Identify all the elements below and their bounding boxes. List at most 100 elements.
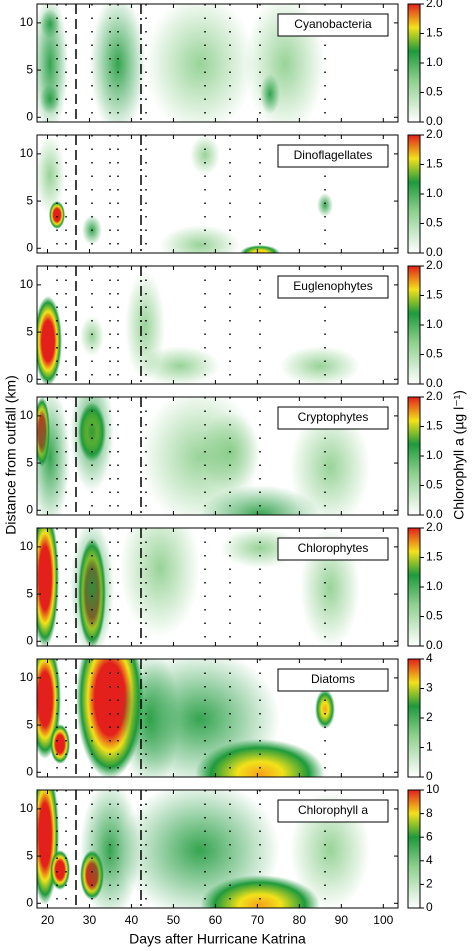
colorbar-tick-label: 6 <box>426 829 433 843</box>
panel-title-box <box>277 13 389 37</box>
contour-blob <box>50 724 70 764</box>
plot-frame <box>36 265 399 385</box>
colorbar <box>407 789 421 909</box>
colorbar-tick-label: 0.0 <box>426 245 443 259</box>
contour-area <box>37 266 398 384</box>
colorbar-tick-label: 0.5 <box>426 478 443 492</box>
colorbar-tick-label: 0.0 <box>426 638 443 652</box>
panel-title: Chlorophyll a <box>298 803 368 817</box>
colorbar-tick-label: 8 <box>426 806 433 820</box>
contour-blob <box>290 407 370 515</box>
contour-blob <box>120 659 180 777</box>
y-tick-label: 5 <box>26 193 33 207</box>
colorbar-tick-label: 0.0 <box>426 114 443 128</box>
y-tick-label: 5 <box>26 455 33 469</box>
colorbar-tick-label: 2.0 <box>426 0 443 10</box>
panel: 0 5 10 Cyanobacteria 0.0 0.5 1.0 1.5 2.0 <box>20 0 443 128</box>
x-tick-label: 80 <box>293 913 307 927</box>
colorbar-tick-label: 0.5 <box>426 85 443 99</box>
contour-blob <box>280 346 360 384</box>
x-tick-label: 30 <box>83 913 97 927</box>
contour-blob <box>145 4 255 122</box>
colorbar-tick-label: 2.0 <box>426 389 443 403</box>
colorbar-tick-label: 1.5 <box>426 26 443 40</box>
plot-frame <box>36 658 399 778</box>
contour-blob <box>37 296 62 384</box>
colorbar-tick-label: 4 <box>426 651 433 665</box>
contour-blob <box>140 346 220 384</box>
y-tick-label: 10 <box>20 801 34 815</box>
colorbar-tick-label: 1.5 <box>426 288 443 302</box>
colorbar-label: Chlorophyll a (µg l⁻¹) <box>451 390 467 520</box>
panel: 0 5 10 Euglenophytes 0.0 0.5 1.0 1.5 2.0 <box>20 258 443 390</box>
panel: 0 5 10 Dinoflagellates 0.0 0.5 1.0 1.5 2.0 <box>20 127 443 259</box>
y-tick-label: 0 <box>26 895 33 909</box>
contour-blob <box>200 875 320 908</box>
y-tick-label: 0 <box>26 502 33 516</box>
panel-title-box <box>277 275 389 299</box>
colorbar <box>407 527 421 647</box>
colorbar-tick-label: 0.5 <box>426 216 443 230</box>
colorbar-tick-label: 4 <box>426 853 433 867</box>
x-tick-label: 20 <box>41 913 55 927</box>
colorbar <box>407 396 421 516</box>
colorbar-tick-label: 0 <box>426 769 433 783</box>
colorbar <box>407 134 421 254</box>
y-tick-label: 10 <box>20 670 34 684</box>
plot-frame <box>36 134 399 254</box>
contour-blob <box>50 850 70 890</box>
colorbar-tick-label: 1.5 <box>426 157 443 171</box>
colorbar-tick-label: 1.0 <box>426 448 443 462</box>
contour-area <box>37 397 398 515</box>
contour-blob <box>70 528 114 646</box>
contour-blob <box>195 739 325 777</box>
colorbar-tick-label: 0.0 <box>426 376 443 390</box>
y-tick-label: 10 <box>20 146 34 160</box>
panel-title-box <box>277 144 389 168</box>
y-tick-label: 10 <box>20 15 34 29</box>
y-axis-label: Distance from outfall (km) <box>3 375 19 534</box>
y-tick-label: 5 <box>26 324 33 338</box>
y-tick-label: 0 <box>26 371 33 385</box>
contour-blob <box>37 528 59 646</box>
panel-title-box <box>277 537 389 561</box>
colorbar <box>407 265 421 385</box>
panel-title: Euglenophytes <box>293 279 372 293</box>
x-tick-label: 90 <box>335 913 349 927</box>
panel-title: Chlorophytes <box>298 541 369 555</box>
contour-blob <box>40 9 60 39</box>
colorbar-tick-label: 1.0 <box>426 579 443 593</box>
colorbar-tick-label: 2.0 <box>426 520 443 534</box>
y-tick-label: 5 <box>26 848 33 862</box>
colorbar-tick-label: 2 <box>426 877 433 891</box>
x-tick-label: 40 <box>125 913 139 927</box>
contour-blob <box>317 193 333 217</box>
y-tick-label: 10 <box>20 408 34 422</box>
contour-blob <box>90 4 146 122</box>
contour-blob <box>260 74 280 114</box>
y-tick-label: 5 <box>26 586 33 600</box>
y-tick-label: 10 <box>20 539 34 553</box>
contour-blob <box>190 135 220 175</box>
x-tick-label: 50 <box>167 913 181 927</box>
plot-frame <box>36 396 399 516</box>
contour-blob <box>80 316 104 356</box>
x-tick-label: 100 <box>373 913 393 927</box>
colorbar-tick-label: 1.5 <box>426 419 443 433</box>
y-tick-label: 0 <box>26 109 33 123</box>
y-tick-label: 0 <box>26 764 33 778</box>
colorbar-tick-label: 1.5 <box>426 550 443 564</box>
colorbar-tick-label: 2 <box>426 710 433 724</box>
colorbar-tick-label: 0.5 <box>426 609 443 623</box>
plot-frame <box>36 789 399 909</box>
colorbar <box>407 658 421 778</box>
colorbar-tick-label: 1.0 <box>426 186 443 200</box>
y-tick-label: 0 <box>26 633 33 647</box>
panel: 0 5 10 Chlorophyll a 0 2 4 6 8 10 <box>20 782 440 914</box>
colorbar-tick-label: 2.0 <box>426 127 443 141</box>
panel-title-box <box>277 799 389 823</box>
contour-blob <box>240 245 280 253</box>
colorbar-tick-label: 1 <box>426 740 433 754</box>
contour-area <box>37 528 398 646</box>
